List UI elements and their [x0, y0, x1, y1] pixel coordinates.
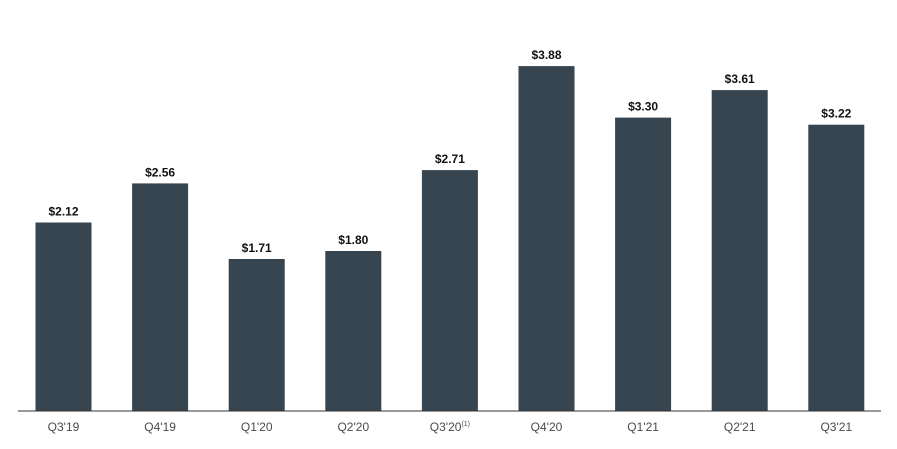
- tick-label-Q1'20: Q1'20: [241, 420, 273, 434]
- value-label-Q3'19: $2.12: [48, 205, 78, 219]
- value-label-Q3'21: $3.22: [821, 107, 851, 121]
- tick-label-Q3'20: Q3'20(1): [430, 420, 470, 434]
- tick-label-Q4'19: Q4'19: [144, 420, 176, 434]
- tick-label-Q2'21: Q2'21: [724, 420, 756, 434]
- tick-label-Q2'20: Q2'20: [337, 420, 369, 434]
- bar-Q3'19: [35, 222, 92, 411]
- bar-Q3'20: [421, 170, 478, 411]
- x-tick-labels-group: Q3'19 Q4'19 Q1'20 Q2'20 Q3'20(1) Q4'20 Q1'21 Q2…: [48, 420, 853, 434]
- value-label-Q4'19: $2.56: [145, 165, 175, 179]
- value-label-Q2'20: $1.80: [338, 233, 368, 247]
- bar-Q1'20: [228, 259, 285, 411]
- bar-Q4'20: [518, 66, 575, 411]
- tick-label-Q1'21: Q1'21: [627, 420, 659, 434]
- value-label-Q4'20: $3.88: [531, 48, 561, 62]
- bars-group: [35, 66, 865, 411]
- tick-footnote-marker: (1): [461, 421, 470, 428]
- bar-Q1'21: [615, 117, 672, 411]
- tick-label-Q3'19: Q3'19: [48, 420, 80, 434]
- bar-Q4'19: [132, 183, 189, 411]
- value-label-Q2'21: $3.61: [725, 72, 755, 86]
- value-label-Q3'20: $2.71: [435, 152, 465, 166]
- tick-label-Q3'21: Q3'21: [820, 420, 852, 434]
- value-label-Q1'21: $3.30: [628, 100, 658, 114]
- tick-label-Q4'20: Q4'20: [531, 420, 563, 434]
- bar-Q3'21: [808, 124, 865, 411]
- value-label-Q1'20: $1.71: [242, 241, 272, 255]
- bar-Q2'21: [711, 90, 768, 411]
- value-labels-group: $2.12 $2.56 $1.71 $1.80 $2.71 $3.88 $3.30 $3.61…: [48, 48, 851, 255]
- bar-Q2'20: [325, 251, 382, 411]
